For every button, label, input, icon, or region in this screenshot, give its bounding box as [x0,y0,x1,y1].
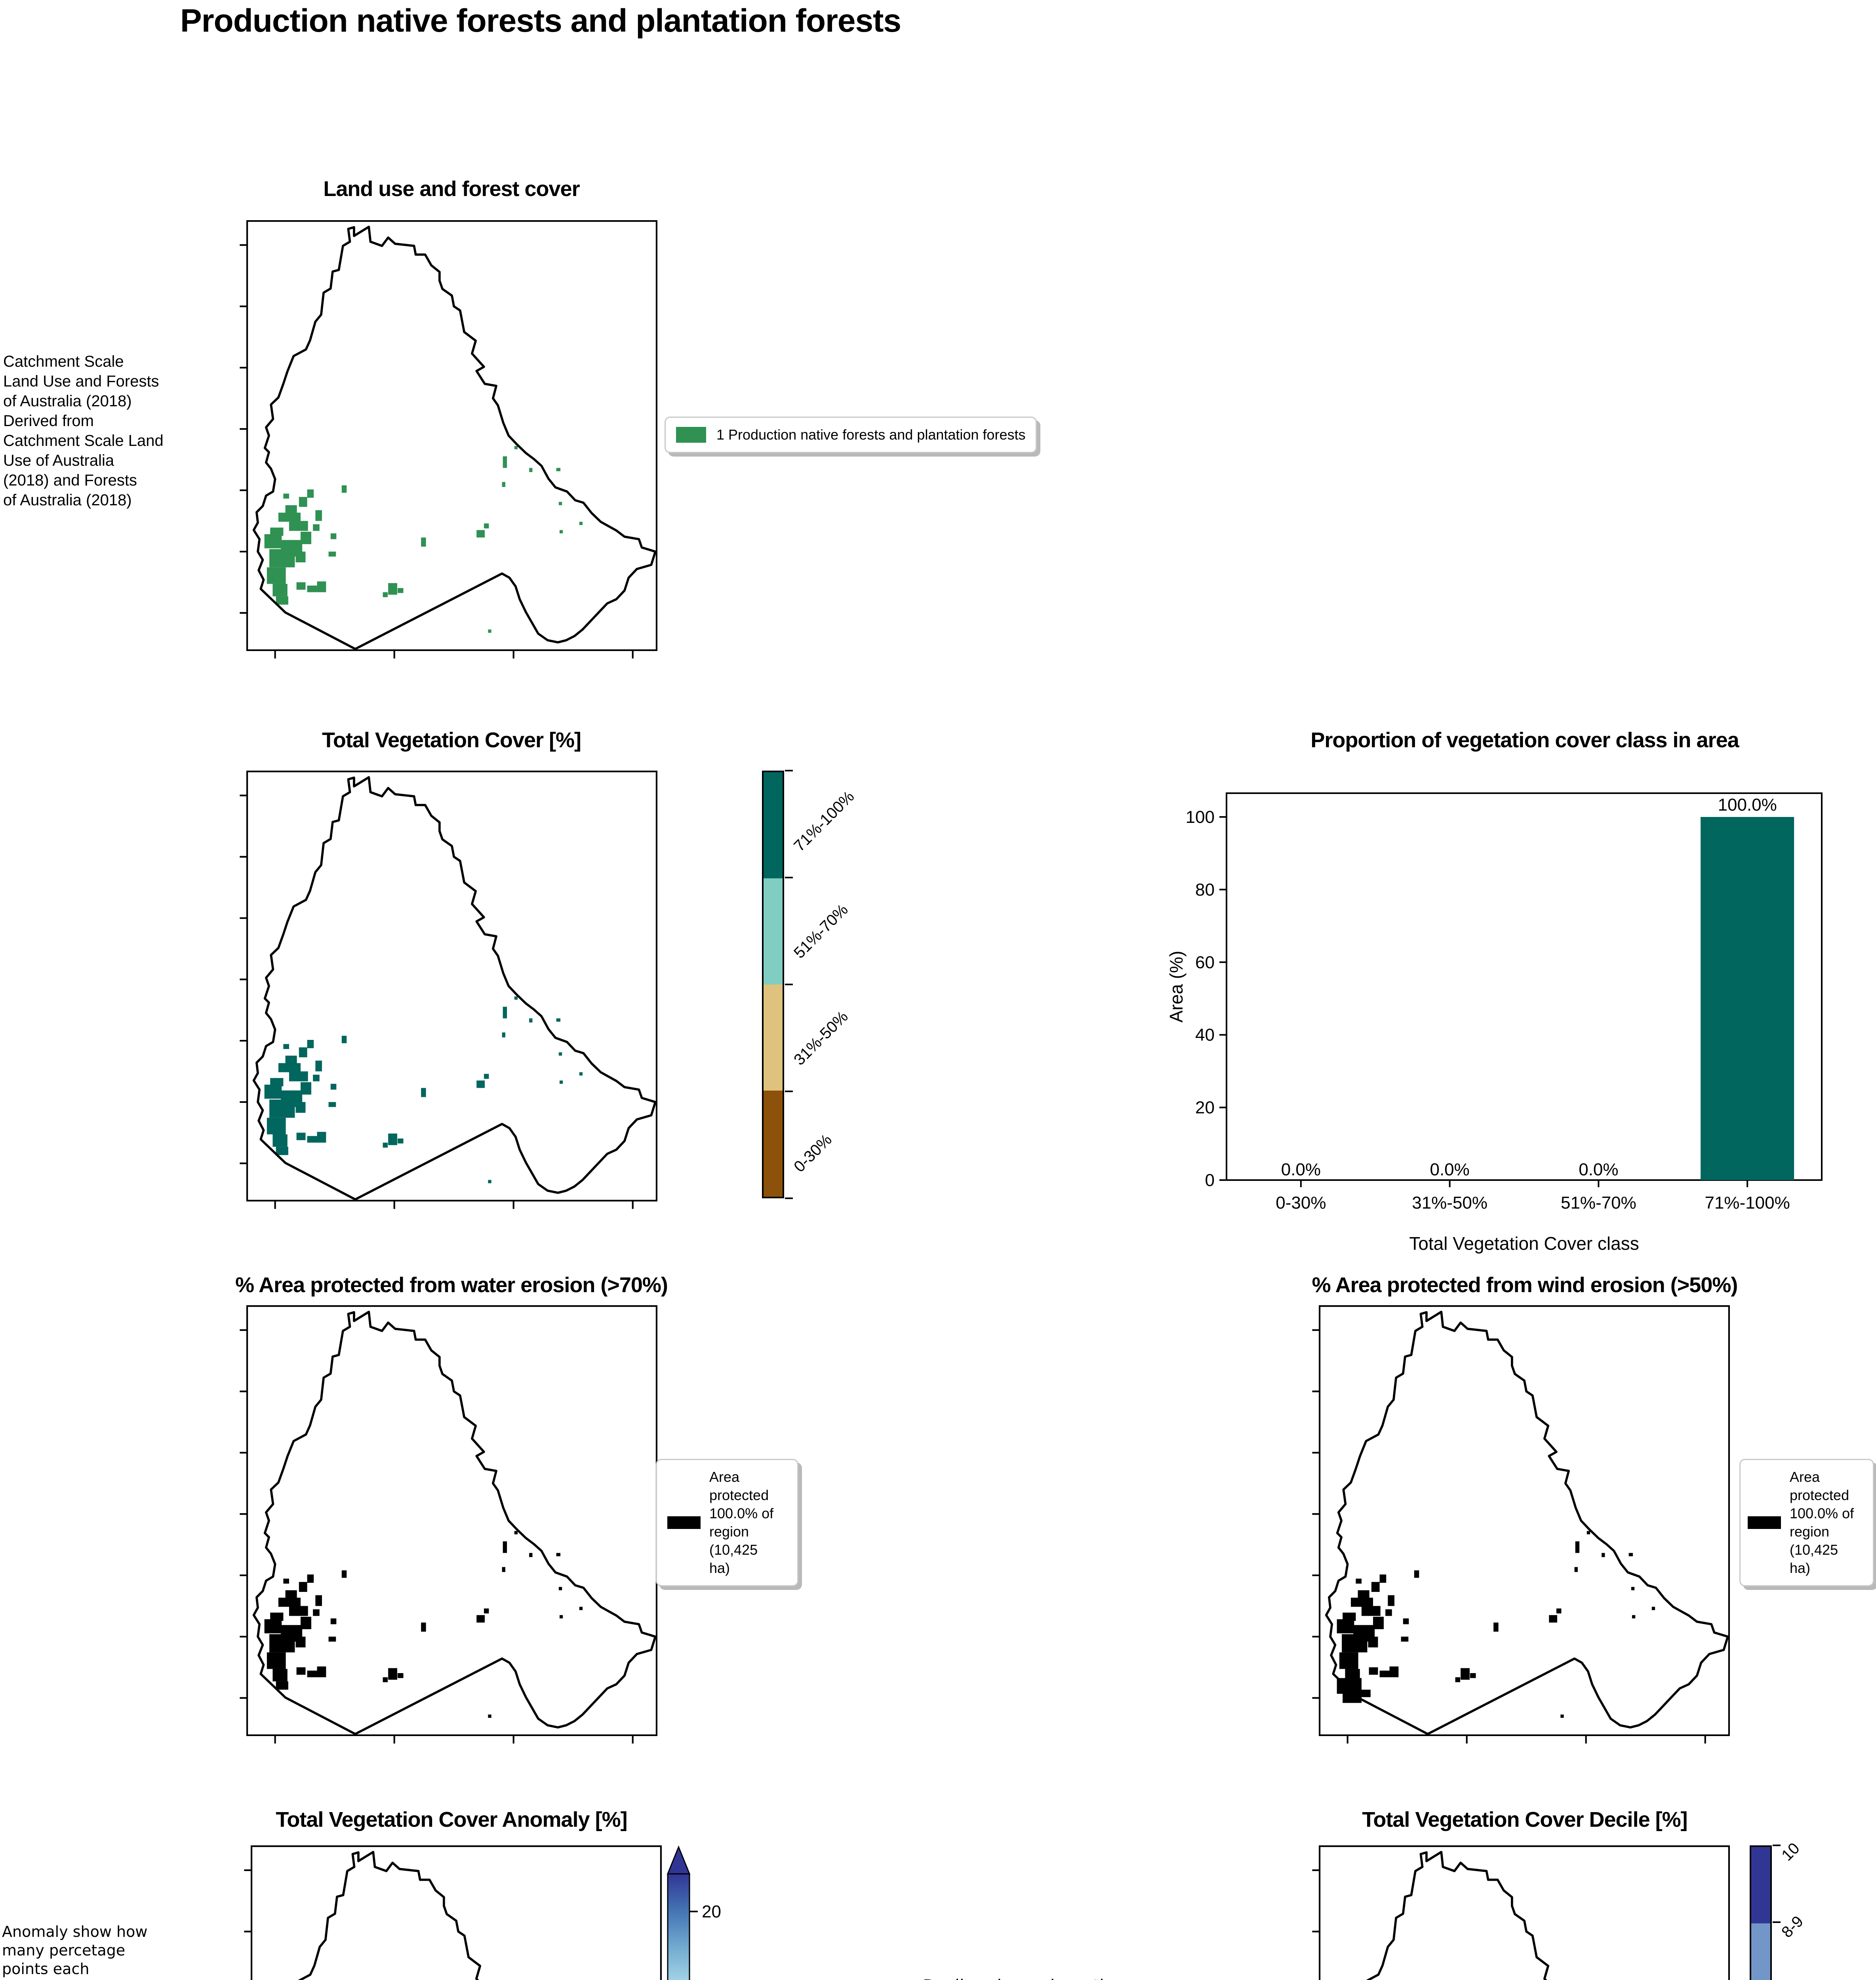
anomaly-colorbar-tick-label: 10 [702,1977,721,1980]
tvc-colorbar: 71%-100% 51%-70% 31%-50% 0-30% [762,770,928,1199]
colorbar-segment [1751,1847,1770,1923]
x-tick-label: 31%-50% [1412,1193,1487,1213]
landuse-legend-swatch [676,427,706,443]
colorbar-tick-label: 0-30% [790,1131,835,1176]
bar-value-label: 0.0% [1430,1160,1469,1179]
proportion-chart-title: Proportion of vegetation cover class in … [1310,728,1739,752]
bar-value-label: 100.0% [1718,795,1777,815]
anomaly-colorbar-top-arrow [667,1845,691,1875]
water-erosion-panel-title: % Area protected from water erosion (>70… [235,1273,668,1297]
colorbar-segment [764,772,783,878]
y-axis-label: Area (%) [1166,951,1187,1022]
anomaly-colorbar-tick-label: 20 [702,1902,721,1921]
wind-erosion-map [1312,1305,1730,1744]
y-tick-label: 100 [1186,807,1215,827]
decile-description: Deciles show where the pixel value lies … [923,1976,1311,1980]
landuse-panel-title: Land use and forest cover [323,177,580,201]
wind-erosion-legend-swatch [1748,1516,1781,1529]
colorbar-segment [764,984,783,1091]
colorbar-tick-label: 31%-50% [790,1007,851,1069]
colorbar-tick-label: 10 [1778,1839,1803,1864]
landuse-legend-label: 1 Production native forests and plantati… [716,426,1026,443]
landuse-source-note: Catchment Scale Land Use and Forests of … [3,353,164,509]
colorbar-tick-label: 71%-100% [790,788,858,855]
colorbar-segment [764,878,783,984]
water-erosion-map [240,1305,657,1744]
anomaly-panel-title: Total Vegetation Cover Anomaly [%] [276,1808,627,1832]
bar-value-label: 0.0% [1281,1160,1321,1179]
x-tick-label: 0-30% [1276,1193,1326,1213]
anomaly-colorbar: 20100−10−20 [667,1845,721,1980]
water-erosion-legend-swatch [667,1516,701,1529]
anomaly-map [244,1845,662,1980]
tvc-panel-title: Total Vegetation Cover [%] [322,728,581,752]
colorbar-segment [764,1091,783,1197]
anomaly-colorbar-ticks: 20100−10−20 [689,1902,721,1980]
wind-erosion-panel-title: % Area protected from wind erosion (>50%… [1312,1273,1738,1297]
wind-erosion-legend-label: Area protected 100.0% of region (10,425 … [1790,1469,1854,1576]
decile-map [1312,1845,1730,1980]
landuse-map [240,220,657,659]
bar [1701,817,1794,1180]
tvc-map [240,771,657,1209]
y-tick-label: 80 [1195,880,1215,899]
x-tick-label: 71%-100% [1705,1193,1790,1213]
x-axis-label: Total Vegetation Cover class [1409,1233,1639,1254]
anomaly-colorbar-gradient [667,1873,690,1980]
colorbar-segment [1751,1923,1770,1980]
page-title: Production native forests and plantation… [180,3,901,39]
y-tick-label: 60 [1195,953,1215,972]
y-tick-label: 0 [1205,1171,1215,1190]
water-erosion-legend: Area protected 100.0% of region (10,425 … [656,1459,798,1586]
y-tick-label: 40 [1195,1025,1215,1045]
bar-value-label: 0.0% [1579,1160,1618,1179]
landuse-legend: 1 Production native forests and plantati… [665,417,1037,453]
colorbar-tick-label: 8-9 [1778,1913,1807,1942]
proportion-bar-chart: 0 20 40 60 80 100 0-30% 0.0% 31%-50% 0.0% 51%-70% 0… [1166,792,1823,1254]
decile-panel-title: Total Vegetation Cover Decile [%] [1362,1808,1687,1832]
y-tick-label: 20 [1195,1098,1215,1118]
anomaly-description: Anomaly show how many percetage points e… [2,1923,148,1980]
x-tick-label: 51%-70% [1561,1193,1636,1213]
wind-erosion-legend: Area protected 100.0% of region (10,425 … [1739,1459,1874,1586]
decile-colorbar: 108-94-72-31 [1750,1839,1872,1980]
colorbar-tick-label: 51%-70% [790,901,851,962]
water-erosion-legend-label: Area protected 100.0% of region (10,425 … [709,1469,774,1576]
